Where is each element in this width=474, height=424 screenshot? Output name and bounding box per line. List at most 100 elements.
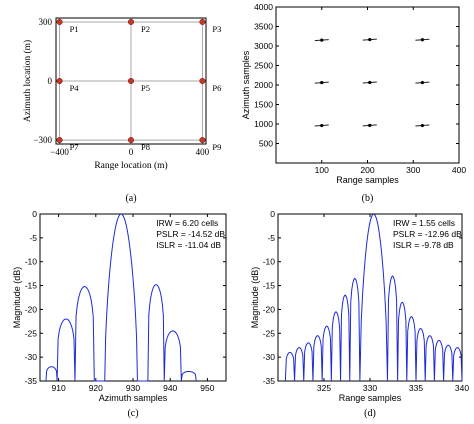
d-annotation-pslr: PSLR = -12.96 dB	[393, 229, 462, 239]
d-annotation-irw: IRW = 1.55 cells	[393, 218, 455, 228]
c-annotation-pslr: PSLR = -14.52 dB	[156, 229, 225, 239]
a-y-tick-label: 0	[48, 76, 53, 86]
a-panel-label: (a)	[125, 193, 136, 204]
b-x-tick-label: 400	[452, 165, 466, 175]
b-target-point	[420, 81, 424, 85]
b-panel-label: (b)	[362, 193, 374, 204]
a-x-tick-label: −400	[50, 147, 69, 157]
d-y-axis-label: Magnitude (dB)	[250, 267, 260, 329]
c-y-tick-label: -20	[25, 304, 38, 314]
d-series-line	[284, 213, 463, 382]
b-target-point	[368, 80, 372, 85]
c-annotation-islr: ISLR = -11.04 dB	[156, 240, 221, 250]
a-point-label: P5	[141, 83, 150, 93]
c-x-tick-label: 950	[200, 383, 214, 393]
a-point-label: P7	[70, 142, 79, 152]
b-x-axis-label: Range samples	[336, 175, 399, 185]
c-ticks: 910 920 930 940 950 0 -5 -10 -15 -20 -25 -30 -35	[25, 209, 226, 393]
d-x-tick-label: 335	[409, 383, 423, 393]
a-point-label: P9	[212, 142, 221, 152]
d-y-tick-label: -30	[263, 352, 276, 362]
b-y-tick-label: 1500	[254, 100, 273, 110]
b-y-tick-label: 3500	[254, 22, 273, 32]
b-y-tick-label: 4000	[254, 2, 273, 12]
b-target-point	[320, 38, 324, 42]
a-y-tick-label: 300	[39, 17, 53, 27]
b-x-tick-label: 100	[315, 165, 329, 175]
b-target-point	[320, 123, 324, 128]
panel-a: −400 0 400 −300 0 300 P1 P2 P3 P4 P5 P6 P7 P8 P9 Rang…	[22, 17, 221, 204]
d-y-tick-label: -35	[263, 376, 276, 386]
a-y-tick-label: −300	[33, 135, 52, 145]
panel-d: 325 330 335 340 0 -5 -10 -15 -20 -25 -30 -35 IRW = …	[250, 209, 469, 419]
a-point-marker	[199, 18, 206, 25]
a-point-label: P2	[141, 24, 150, 34]
d-x-axis-label: Range samples	[339, 393, 402, 403]
c-y-tick-label: 0	[32, 209, 37, 219]
b-y-tick-label: 1000	[254, 119, 273, 129]
a-point-label: P6	[212, 83, 221, 93]
b-target-point	[420, 38, 424, 42]
d-x-tick-label: 325	[317, 383, 331, 393]
d-y-tick-label: -5	[267, 233, 275, 243]
c-y-tick-label: -15	[25, 281, 38, 291]
d-x-tick-label: 330	[363, 383, 377, 393]
d-y-tick-label: -15	[263, 281, 276, 291]
c-x-tick-label: 940	[163, 383, 177, 393]
c-y-tick-label: -35	[25, 376, 38, 386]
c-annotation-irw: IRW = 6.20 cells	[156, 218, 218, 228]
b-y-tick-label: 3000	[254, 41, 273, 51]
b-ticks: 100 200 300 400 500 1000 1500 2000 2500 3000 3500 4…	[254, 2, 466, 175]
b-plot-frame	[275, 6, 460, 164]
a-x-axis-label: Range location (m)	[94, 160, 167, 171]
c-panel-label: (c)	[127, 408, 138, 419]
b-target-point	[368, 123, 372, 127]
a-point-marker	[127, 77, 135, 85]
c-y-axis-label: Magnitude (dB)	[12, 267, 22, 329]
panel-c: 910 920 930 940 950 0 -5 -10 -15 -20 -25 -30 -35 IRW…	[12, 209, 227, 419]
a-point-label: P1	[70, 24, 79, 34]
b-y-tick-label: 2000	[254, 80, 273, 90]
d-x-tick-label: 340	[455, 383, 469, 393]
d-y-tick-label: -10	[263, 257, 276, 267]
c-y-tick-label: -5	[29, 233, 37, 243]
a-point-marker	[199, 137, 206, 144]
panel-b: 100 200 300 400 500 1000 1500 2000 2500 3000 3500 4…	[241, 2, 466, 204]
b-points	[314, 37, 430, 128]
d-y-tick-label: 0	[270, 209, 275, 219]
b-y-tick-label: 2500	[254, 61, 273, 71]
a-point-label: P4	[70, 83, 80, 93]
d-annotation-islr: ISLR = -9.78 dB	[393, 240, 454, 250]
a-plot-frame	[55, 17, 207, 145]
b-y-axis-label: Azimuth samples	[241, 50, 251, 119]
a-y-axis-label: Azimuth location (m)	[22, 40, 33, 122]
a-point-label: P3	[212, 24, 221, 34]
a-point-marker	[127, 18, 135, 25]
c-y-tick-label: -30	[25, 352, 38, 362]
a-point-marker	[56, 77, 63, 85]
c-y-tick-label: -25	[25, 328, 38, 338]
a-point-marker	[127, 137, 135, 144]
a-points: P1 P2 P3 P4 P5 P6 P7 P8 P9	[56, 18, 221, 152]
a-x-tick-label: 400	[196, 147, 210, 157]
c-x-axis-label: Azimuth samples	[99, 393, 168, 403]
c-series-line	[45, 213, 197, 382]
a-point-marker	[56, 18, 63, 25]
a-point-marker	[199, 77, 206, 85]
b-target-point	[320, 81, 324, 85]
b-target-point	[420, 123, 424, 128]
b-x-tick-label: 200	[360, 165, 374, 175]
a-x-tick-label: 0	[129, 147, 134, 157]
a-point-label: P8	[141, 142, 150, 152]
d-panel-label: (d)	[364, 408, 376, 419]
c-x-tick-label: 910	[52, 383, 66, 393]
b-y-tick-label: 500	[259, 139, 273, 149]
c-x-tick-label: 920	[89, 383, 103, 393]
a-point-marker	[56, 137, 63, 144]
b-x-tick-label: 300	[406, 165, 420, 175]
d-y-tick-label: -20	[263, 304, 276, 314]
a-ticks: −400 0 400 −300 0 300	[33, 17, 209, 157]
c-x-tick-label: 930	[126, 383, 140, 393]
c-y-tick-label: -10	[25, 257, 38, 267]
